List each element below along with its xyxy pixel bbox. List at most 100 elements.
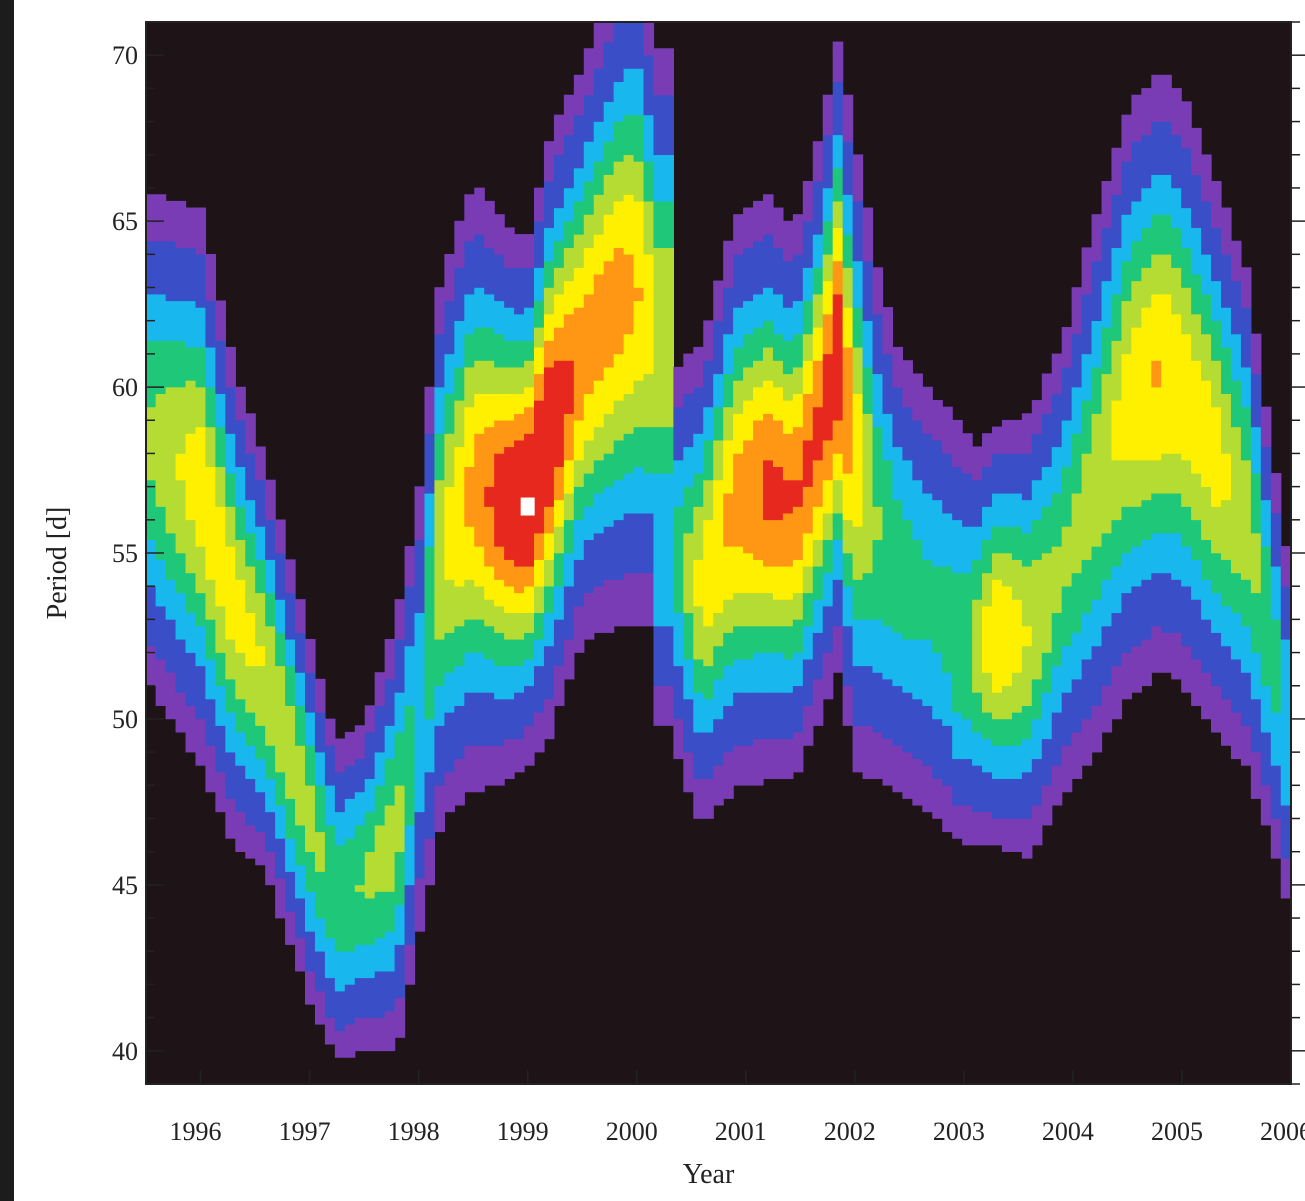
heatmap-cell — [683, 672, 694, 680]
heatmap-cell — [534, 599, 545, 607]
heatmap-cell — [593, 546, 605, 554]
heatmap-cell — [753, 207, 764, 215]
heatmap-cell — [434, 546, 445, 554]
heatmap-cell — [295, 672, 306, 680]
heatmap-cell — [414, 804, 426, 813]
heatmap-cell — [344, 804, 356, 813]
heatmap-cell — [324, 931, 336, 939]
heatmap-cell — [265, 785, 276, 793]
heatmap-cell — [753, 293, 764, 302]
heatmap-cell — [394, 791, 406, 799]
heatmap-cell — [593, 340, 605, 348]
heatmap-cell — [583, 167, 595, 175]
heatmap-cell — [384, 652, 396, 660]
heatmap-cell — [364, 745, 376, 753]
heatmap-cell — [424, 731, 436, 740]
heatmap-cell — [713, 320, 724, 328]
heatmap-cell — [364, 851, 376, 859]
heatmap-cell — [713, 393, 724, 401]
heatmap-cell — [474, 473, 485, 481]
heatmap-cell — [195, 619, 207, 627]
heatmap-cell — [205, 506, 216, 514]
heatmap-cell — [404, 625, 416, 633]
heatmap-cell — [553, 287, 565, 295]
heatmap-cell — [753, 685, 764, 693]
heatmap-cell — [723, 327, 734, 335]
heatmap-cell — [494, 506, 505, 514]
heatmap-cell — [753, 307, 764, 315]
heatmap-cell — [175, 718, 187, 726]
heatmap-cell — [573, 81, 585, 89]
heatmap-cell — [514, 466, 525, 474]
heatmap-cell — [414, 844, 426, 852]
heatmap-cell — [404, 605, 416, 614]
heatmap-cell — [175, 692, 187, 700]
heatmap-cell — [225, 798, 236, 806]
heatmap-cell — [693, 426, 704, 434]
heatmap-cell — [474, 546, 485, 554]
heatmap-cell — [663, 486, 674, 494]
heatmap-cell — [593, 453, 605, 461]
heatmap-cell — [394, 745, 406, 753]
heatmap-cell — [295, 917, 306, 925]
heatmap-cell — [573, 499, 585, 507]
heatmap-cell — [305, 877, 316, 886]
heatmap-cell — [763, 605, 774, 614]
heatmap-cell — [514, 453, 525, 461]
heatmap-cell — [305, 891, 316, 899]
heatmap-cell — [285, 619, 296, 627]
heatmap-cell — [195, 592, 207, 600]
heatmap-cell — [394, 599, 406, 607]
heatmap-cell — [603, 220, 615, 229]
heatmap-cell — [543, 585, 555, 594]
heatmap-cell — [563, 433, 575, 441]
heatmap-cell — [494, 300, 505, 308]
heatmap-cell — [772, 207, 784, 215]
heatmap-cell — [593, 247, 605, 255]
heatmap-cell — [424, 652, 436, 660]
heatmap-cell — [643, 154, 655, 162]
heatmap-cell — [314, 877, 326, 886]
heatmap-cell — [414, 851, 426, 859]
heatmap-cell — [464, 678, 475, 687]
heatmap-cell — [434, 572, 445, 580]
heatmap-cell — [225, 678, 236, 687]
heatmap-cell — [573, 134, 585, 142]
heatmap-cell — [354, 1010, 366, 1018]
heatmap-cell — [663, 605, 674, 614]
heatmap-cell — [563, 333, 575, 341]
heatmap-cell — [753, 499, 764, 507]
heatmap-cell — [643, 519, 655, 527]
heatmap-cell — [155, 280, 167, 288]
heatmap-cell — [165, 313, 177, 321]
heatmap-cell — [414, 579, 426, 587]
heatmap-cell — [782, 419, 794, 428]
heatmap-cell — [543, 254, 555, 262]
heatmap-cell — [593, 134, 605, 142]
heatmap-cell — [753, 619, 764, 627]
heatmap-cell — [215, 333, 226, 341]
heatmap-cell — [703, 433, 714, 441]
heatmap-cell — [245, 738, 256, 746]
heatmap-cell — [334, 931, 346, 939]
heatmap-cell — [703, 380, 714, 388]
heatmap-cell — [305, 712, 316, 720]
heatmap-cell — [743, 293, 754, 302]
heatmap-cell — [245, 672, 256, 680]
heatmap-cell — [434, 672, 445, 680]
heatmap-cell — [185, 718, 197, 726]
heatmap-cell — [593, 459, 605, 468]
heatmap-cell — [374, 911, 386, 919]
heatmap-cell — [265, 638, 276, 647]
heatmap-cell — [723, 658, 734, 667]
heatmap-cell — [643, 486, 655, 494]
heatmap-cell — [504, 307, 515, 315]
heatmap-cell — [225, 413, 236, 421]
heatmap-cell — [524, 592, 535, 600]
heatmap-cell — [633, 413, 645, 421]
heatmap-cell — [782, 546, 794, 554]
heatmap-cell — [215, 459, 226, 468]
heatmap-cell — [772, 340, 784, 348]
heatmap-cell — [185, 373, 197, 381]
heatmap-cell — [593, 34, 605, 43]
